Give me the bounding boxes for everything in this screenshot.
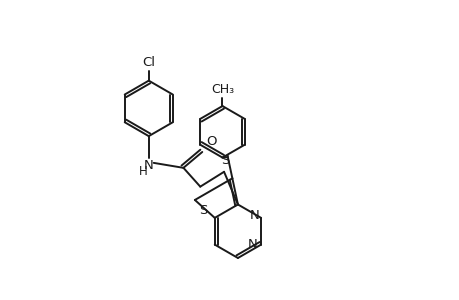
Text: N: N	[247, 238, 257, 251]
Text: N: N	[144, 159, 153, 172]
Text: S: S	[220, 154, 229, 167]
Text: H: H	[138, 165, 147, 178]
Text: S: S	[198, 204, 207, 217]
Text: O: O	[206, 135, 216, 148]
Text: Cl: Cl	[142, 56, 155, 69]
Text: CH₃: CH₃	[211, 83, 234, 96]
Text: N: N	[249, 209, 258, 222]
